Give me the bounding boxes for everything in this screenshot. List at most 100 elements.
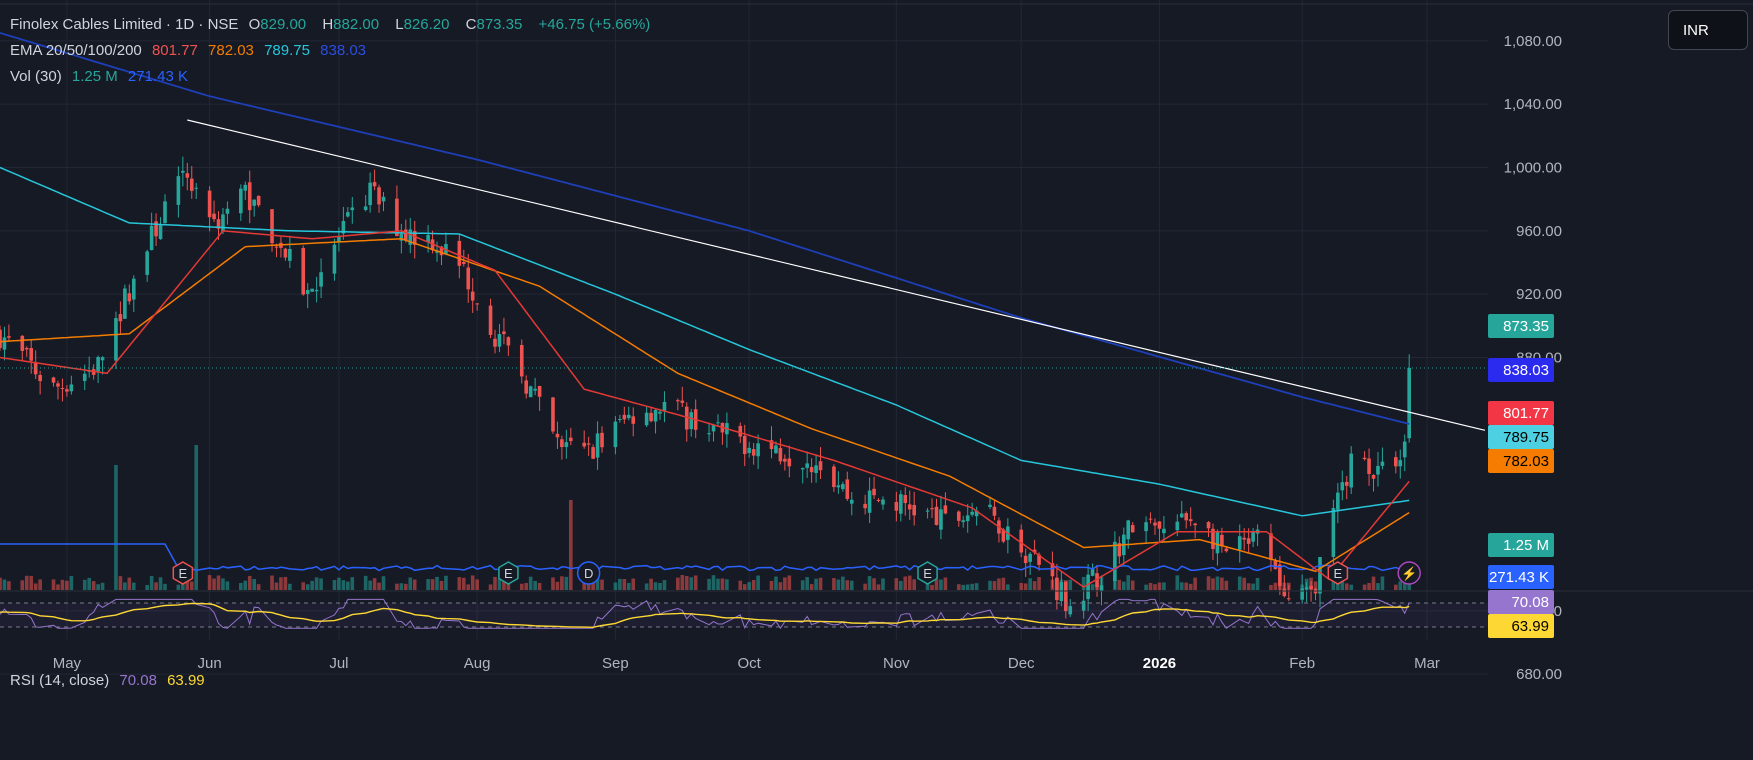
- candle-body[interactable]: [1318, 557, 1322, 594]
- candle-body[interactable]: [1055, 577, 1059, 601]
- candle[interactable]: [149, 212, 154, 251]
- candle-body[interactable]: [1269, 533, 1273, 560]
- candle[interactable]: [1153, 518, 1157, 535]
- candle-body[interactable]: [881, 499, 885, 505]
- event-marker-flash[interactable]: ⚡: [1397, 561, 1421, 585]
- candle-body[interactable]: [1064, 581, 1068, 612]
- candle-body[interactable]: [814, 465, 818, 474]
- candle-body[interactable]: [131, 278, 136, 300]
- candle-body[interactable]: [301, 248, 306, 295]
- candle[interactable]: [569, 427, 573, 446]
- candle-body[interactable]: [225, 208, 230, 214]
- candle[interactable]: [24, 346, 29, 357]
- candle-body[interactable]: [461, 261, 466, 264]
- candle[interactable]: [863, 494, 867, 515]
- candle-body[interactable]: [100, 357, 105, 361]
- candle-body[interactable]: [216, 219, 221, 229]
- candle-body[interactable]: [524, 380, 529, 394]
- ema-legend[interactable]: EMA 20/50/100/200 801.77 782.03 789.75 8…: [10, 42, 372, 59]
- candle[interactable]: [644, 407, 649, 428]
- candle-body[interactable]: [207, 190, 212, 218]
- event-badge[interactable]: [1397, 561, 1421, 585]
- badge-rsi-ma[interactable]: 63.99: [1488, 614, 1554, 638]
- candle[interactable]: [867, 477, 872, 524]
- candle-body[interactable]: [457, 240, 462, 266]
- candle-body[interactable]: [243, 184, 248, 191]
- trendline[interactable]: [187, 119, 1486, 431]
- candle-body[interactable]: [707, 433, 711, 435]
- candle-body[interactable]: [149, 225, 154, 251]
- candle[interactable]: [1371, 474, 1376, 492]
- candle[interactable]: [849, 492, 854, 516]
- candle[interactable]: [194, 183, 199, 199]
- candle-body[interactable]: [69, 384, 74, 392]
- candle-body[interactable]: [29, 348, 34, 361]
- candle[interactable]: [314, 276, 319, 303]
- candle[interactable]: [934, 498, 939, 526]
- candle-body[interactable]: [899, 494, 903, 514]
- candle[interactable]: [114, 311, 118, 370]
- candle[interactable]: [127, 284, 132, 305]
- badge-close[interactable]: 873.35: [1488, 314, 1554, 338]
- candle-body[interactable]: [1304, 587, 1309, 590]
- candle-body[interactable]: [845, 479, 850, 500]
- candle[interactable]: [1349, 446, 1354, 494]
- candle-body[interactable]: [288, 248, 292, 261]
- candle[interactable]: [974, 506, 979, 526]
- candle-body[interactable]: [33, 362, 38, 375]
- candle[interactable]: [747, 441, 751, 458]
- candle[interactable]: [243, 181, 248, 201]
- candle-body[interactable]: [56, 383, 60, 387]
- candle[interactable]: [876, 498, 881, 503]
- candle-body[interactable]: [676, 400, 680, 402]
- candle-body[interactable]: [1242, 537, 1246, 540]
- candle-body[interactable]: [1376, 465, 1380, 475]
- candle[interactable]: [1407, 354, 1411, 443]
- candle-body[interactable]: [1309, 585, 1313, 590]
- candle-body[interactable]: [863, 503, 867, 509]
- candle-body[interactable]: [497, 334, 502, 347]
- candle-body[interactable]: [1367, 458, 1371, 474]
- candle-body[interactable]: [1130, 525, 1135, 533]
- candle-body[interactable]: [221, 214, 225, 232]
- badge-ema100[interactable]: 789.75: [1488, 425, 1554, 449]
- candle-body[interactable]: [377, 187, 381, 205]
- candle[interactable]: [20, 335, 25, 361]
- candle-body[interactable]: [756, 443, 760, 457]
- candle-body[interactable]: [560, 439, 564, 448]
- candle[interactable]: [475, 303, 479, 311]
- candle[interactable]: [2, 326, 7, 361]
- candle-body[interactable]: [305, 289, 310, 294]
- candle-body[interactable]: [0, 329, 2, 348]
- candle-body[interactable]: [836, 485, 841, 488]
- candle-body[interactable]: [680, 400, 685, 403]
- candle[interactable]: [404, 219, 408, 243]
- candle-body[interactable]: [1188, 519, 1193, 522]
- candle[interactable]: [524, 375, 529, 399]
- candle[interactable]: [1193, 522, 1197, 539]
- candle[interactable]: [279, 236, 283, 258]
- candle[interactable]: [461, 249, 466, 267]
- candle-body[interactable]: [769, 440, 774, 450]
- candle[interactable]: [225, 201, 230, 225]
- candle[interactable]: [1028, 552, 1032, 575]
- candle[interactable]: [653, 408, 658, 434]
- candle-body[interactable]: [805, 463, 809, 468]
- candle-body[interactable]: [439, 246, 444, 256]
- badge-rsi[interactable]: 70.08: [1488, 590, 1554, 614]
- candle[interactable]: [1269, 523, 1273, 572]
- candle-body[interactable]: [408, 229, 413, 245]
- candle[interactable]: [1055, 564, 1059, 610]
- candle-body[interactable]: [684, 406, 689, 430]
- candle-body[interactable]: [350, 207, 355, 211]
- candle-body[interactable]: [533, 388, 537, 391]
- candle[interactable]: [1095, 564, 1099, 597]
- candle-body[interactable]: [1023, 555, 1028, 564]
- candle-body[interactable]: [711, 424, 716, 432]
- candle[interactable]: [0, 325, 2, 351]
- candle[interactable]: [1188, 507, 1193, 527]
- rsi-pane[interactable]: [0, 590, 1753, 630]
- candle-body[interactable]: [872, 488, 876, 496]
- candle[interactable]: [381, 192, 386, 212]
